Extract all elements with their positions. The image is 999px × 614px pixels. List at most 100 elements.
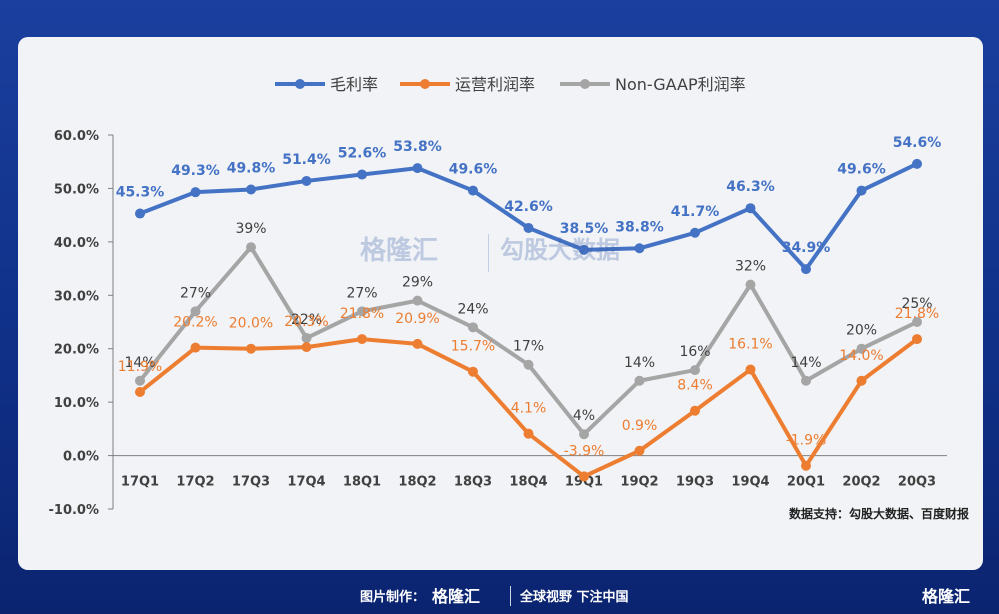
data-label: 20.3% xyxy=(284,314,328,330)
data-point xyxy=(912,317,922,327)
legend: 毛利率 运营利润率 Non-GAAP利润率 xyxy=(275,75,746,94)
data-point xyxy=(246,242,256,253)
data-point xyxy=(523,359,534,370)
data-point xyxy=(246,184,256,195)
data-label: 52.6% xyxy=(338,146,387,162)
data-label: 4% xyxy=(573,408,595,424)
data-point xyxy=(246,343,256,354)
y-tick-label: 60.0% xyxy=(54,129,99,144)
data-point xyxy=(523,222,534,233)
data-label: 14% xyxy=(624,355,655,371)
y-tick-label: 0.0% xyxy=(63,450,99,465)
x-tick-label: 19Q4 xyxy=(731,475,769,490)
legend-item-0: 毛利率 xyxy=(275,75,378,94)
x-tick-label: 20Q1 xyxy=(787,475,825,490)
data-label: -1.9% xyxy=(786,433,827,449)
data-label: 54.6% xyxy=(893,135,942,151)
data-point xyxy=(190,342,201,353)
data-point xyxy=(135,208,145,219)
legend-label: 毛利率 xyxy=(330,75,378,94)
data-label: 41.7% xyxy=(671,204,720,220)
chart-card xyxy=(18,37,983,570)
data-point xyxy=(912,334,922,345)
data-label: 49.3% xyxy=(171,163,220,179)
series-points xyxy=(135,158,922,482)
x-tick-label: 19Q1 xyxy=(565,475,603,490)
data-point xyxy=(357,306,367,317)
data-point xyxy=(745,203,756,214)
data-label: 38.5% xyxy=(560,221,609,237)
legend-item-2: Non-GAAP利润率 xyxy=(560,75,746,94)
legend-swatch-marker xyxy=(580,79,590,89)
data-label: 46.3% xyxy=(726,179,775,195)
data-label: 32% xyxy=(735,259,766,275)
data-label: 4.1% xyxy=(511,401,547,417)
data-label: 39% xyxy=(235,221,266,237)
y-tick-label: 30.0% xyxy=(54,289,99,304)
data-label: 49.6% xyxy=(837,162,886,178)
data-label: 14% xyxy=(124,355,155,371)
data-label: 21.8% xyxy=(895,306,939,322)
x-tick-label: 19Q3 xyxy=(676,475,714,490)
data-label: 49.8% xyxy=(227,160,276,176)
data-label: 14.0% xyxy=(839,348,883,364)
data-point xyxy=(690,365,700,376)
data-point xyxy=(301,342,312,353)
data-point xyxy=(634,243,645,254)
data-label: 16% xyxy=(679,344,710,360)
data-point xyxy=(412,295,423,306)
y-tick-label: 20.0% xyxy=(54,343,99,358)
data-label: 24% xyxy=(457,301,488,317)
data-point xyxy=(190,306,201,317)
x-tick-label: 19Q2 xyxy=(620,475,658,490)
x-tick-label: 18Q3 xyxy=(454,475,492,490)
data-point xyxy=(801,460,811,471)
corner-logo: 格隆汇 xyxy=(922,587,971,606)
y-tick-label: 50.0% xyxy=(54,182,99,197)
data-point xyxy=(357,334,367,345)
data-point xyxy=(579,244,589,255)
data-label: 38.8% xyxy=(615,219,664,235)
x-tick-label: 17Q3 xyxy=(232,475,270,490)
data-label: 20.0% xyxy=(229,316,273,332)
legend-swatch-marker xyxy=(295,79,305,89)
data-label: 22% xyxy=(291,312,322,328)
data-point xyxy=(523,428,534,439)
data-point xyxy=(690,227,700,238)
legend-swatch-marker xyxy=(420,79,430,89)
data-point xyxy=(190,187,201,198)
x-tick-label: 17Q1 xyxy=(121,475,159,490)
data-point xyxy=(856,185,867,196)
y-tick-label: -10.0% xyxy=(49,503,100,518)
data-point xyxy=(135,386,145,397)
data-label: 16.1% xyxy=(728,337,772,353)
y-tick-label: 40.0% xyxy=(54,236,99,251)
legend-item-1: 运营利润率 xyxy=(400,75,535,94)
data-label: 20.2% xyxy=(173,315,217,331)
axes: -10.0% 0.0% 10.0% 20.0% 30.0% 40.0% 50.0% 60.0%… xyxy=(49,129,947,518)
x-tick-label: 18Q4 xyxy=(509,475,547,490)
data-label: 42.6% xyxy=(504,199,553,215)
data-label: 8.4% xyxy=(677,378,713,394)
footer-divider xyxy=(510,586,511,606)
data-point xyxy=(357,169,367,180)
data-label: 51.4% xyxy=(282,152,331,168)
data-label: 29% xyxy=(402,275,433,291)
data-label: 45.3% xyxy=(116,185,165,201)
x-tick-label: 17Q2 xyxy=(176,475,214,490)
data-label: 27% xyxy=(346,285,377,301)
footer-made-label: 图片制作： xyxy=(360,590,426,605)
data-point xyxy=(801,264,811,275)
data-label: 25% xyxy=(901,296,932,312)
x-tick-label: 17Q4 xyxy=(287,475,325,490)
data-point xyxy=(579,429,589,440)
footer-logo: 格隆汇 xyxy=(432,587,481,606)
data-point xyxy=(634,445,645,456)
source-note: 数据支持：勾股大数据、百度财报 xyxy=(788,507,969,521)
data-label: 21.8% xyxy=(340,306,384,322)
data-labels: 14% 27% 39% 22% 27% 29% 24% 17% 4% 14% 16% 32% 14% 20… xyxy=(116,135,942,460)
data-label: -3.9% xyxy=(564,443,605,459)
data-point xyxy=(301,175,312,186)
data-point xyxy=(135,375,145,386)
